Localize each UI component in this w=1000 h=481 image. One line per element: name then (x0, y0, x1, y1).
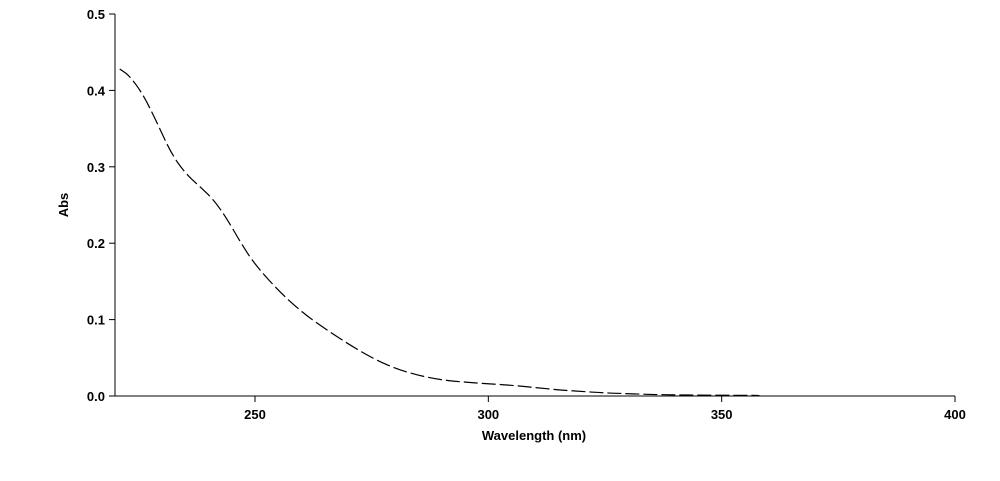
y-tick-label: 0.3 (87, 160, 105, 175)
x-axis-title: Wavelength (nm) (482, 428, 586, 443)
series (119, 68, 760, 397)
x-tick-label: 350 (711, 407, 733, 422)
ticks: 250 300 350 400 0.0 0.1 0.2 0.3 0.4 0.5 (87, 7, 966, 422)
y-tick-label: 0.2 (87, 236, 105, 251)
y-tick-label: 0.5 (87, 7, 105, 22)
axes (114, 14, 955, 397)
y-axis-title: Abs (56, 193, 71, 218)
y-tick-label: 0.0 (87, 389, 105, 404)
absorbance-series-line (119, 68, 760, 397)
x-tick-label: 250 (244, 407, 266, 422)
y-tick-label: 0.4 (87, 83, 106, 98)
y-tick-label: 0.1 (87, 313, 105, 328)
x-tick-label: 400 (944, 407, 966, 422)
x-tick-label: 300 (477, 407, 499, 422)
